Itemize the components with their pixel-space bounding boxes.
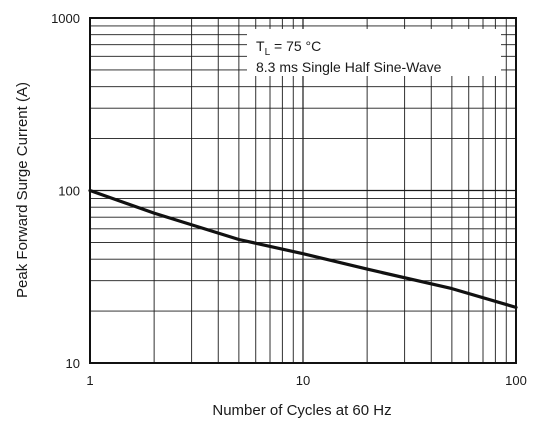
x-tick-label: 100 [505,373,527,388]
annotation-background [247,29,501,76]
annotation-box: TL = 75 °C 8.3 ms Single Half Sine-Wave [247,29,501,76]
tick-labels: 1 10 100 10 100 1000 [51,11,527,388]
y-tick-label: 10 [66,356,80,371]
annotation-subscript: L [265,47,271,58]
x-axis-title: Number of Cycles at 60 Hz [212,402,391,419]
x-tick-label: 1 [86,373,93,388]
series-layer [88,188,518,309]
y-axis-title: Peak Forward Surge Current (A) [14,82,31,298]
y-tick-label: 100 [58,184,80,199]
annotation-line-1: TL = 75 °C [256,38,321,58]
annotation-t: T [256,38,265,54]
y-tick-label: 1000 [51,11,80,26]
x-tick-label: 10 [296,373,310,388]
plot-frame [89,17,517,364]
series-line [88,188,518,309]
annotation-temp: = 75 °C [270,38,321,54]
annotation-line-2: 8.3 ms Single Half Sine-Wave [256,59,442,75]
